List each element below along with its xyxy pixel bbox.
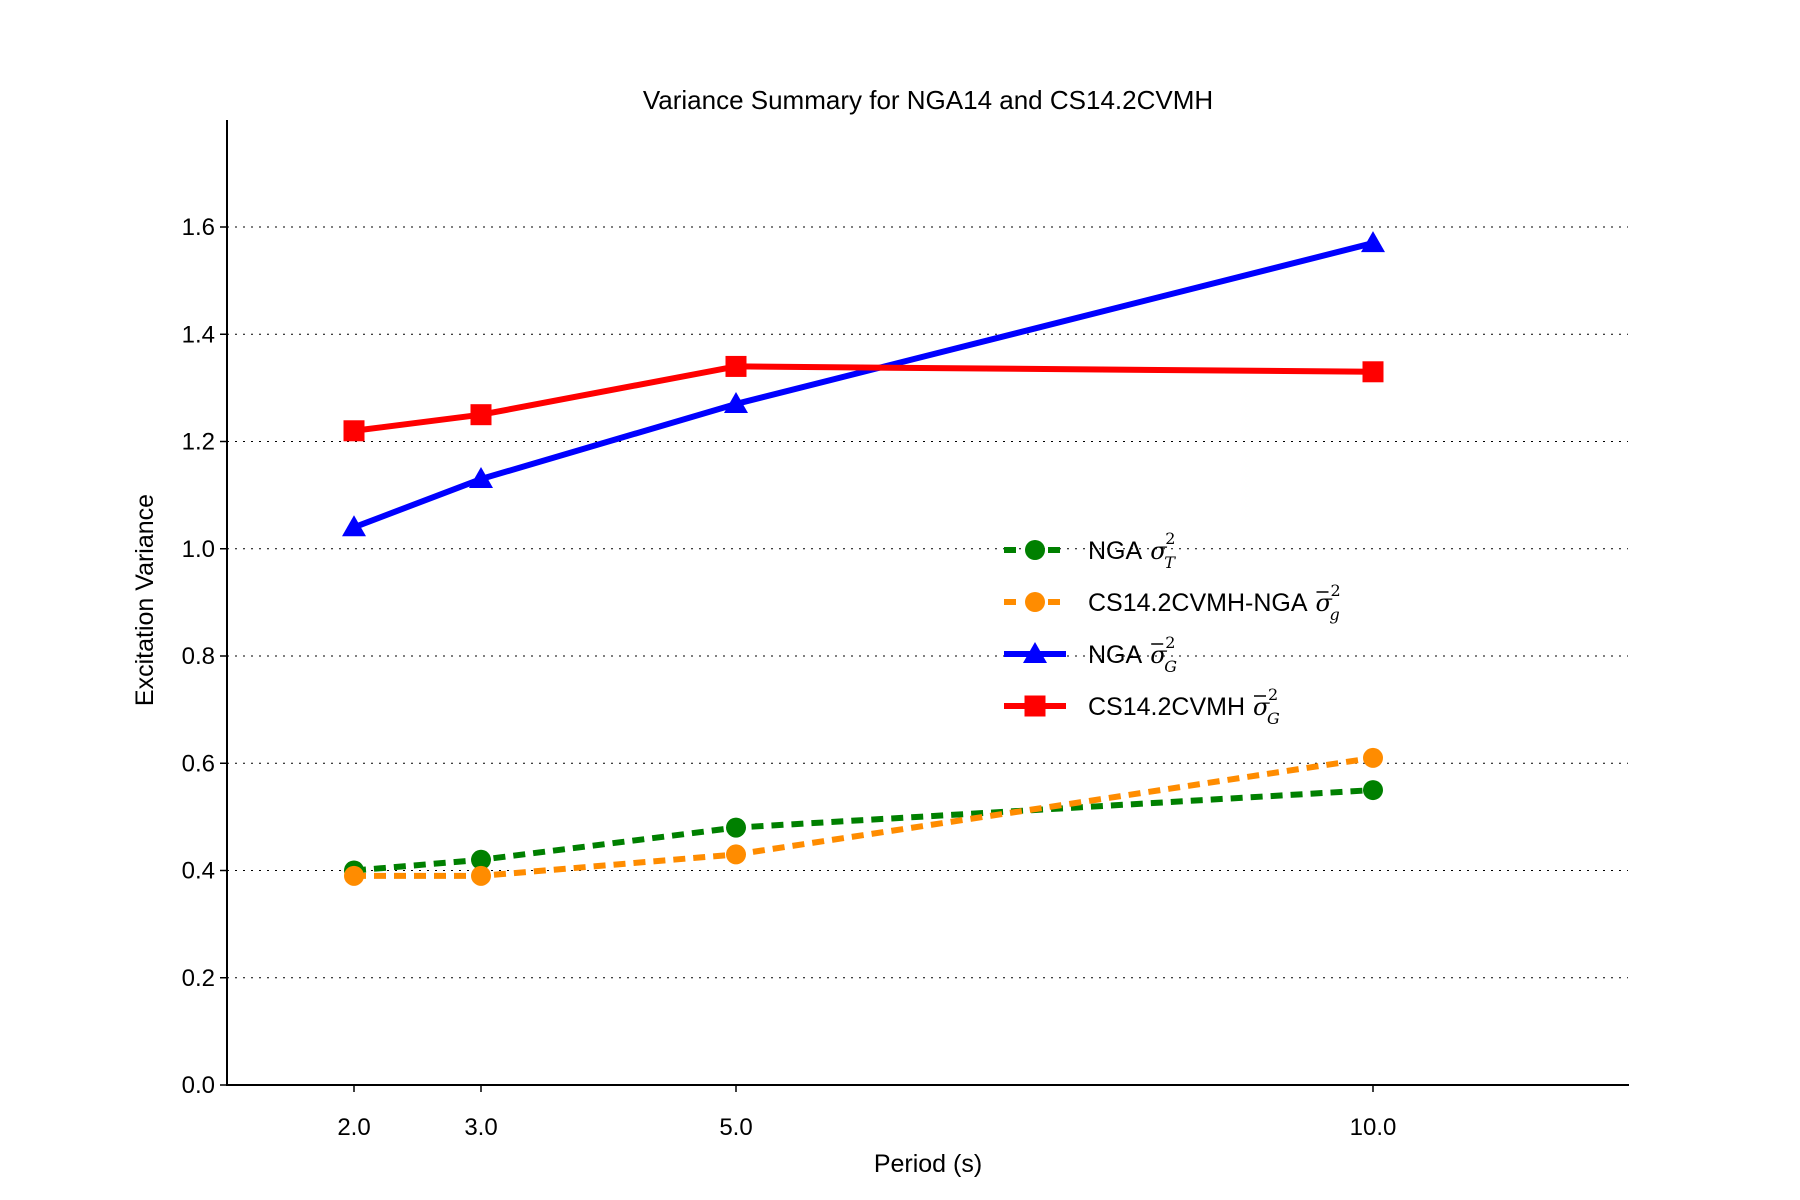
legend-superscript: 2 [1268,685,1278,704]
y-tick-label: 0.4 [182,858,215,885]
legend-symbol: σ [1253,693,1270,721]
y-tick-label: 1.0 [182,536,215,563]
y-axis-title: Excitation Variance [131,494,159,706]
x-tick-label: 10.0 [1350,1114,1397,1141]
grid [227,226,1628,979]
legend-label: NGA [1088,537,1143,565]
x-ticks: 2.0 3.0 5.0 10.0 [337,1085,1396,1141]
x-tick-label: 3.0 [464,1114,497,1141]
legend-superscript: 2 [1165,633,1175,652]
series-2 [342,231,1385,537]
data-point [1363,747,1383,768]
series-line [353,787,1374,874]
series-line [352,240,1374,531]
axes [226,120,1629,1086]
y-tick-label: 1.6 [182,214,215,241]
legend-marker-icon [1023,642,1047,663]
legend-subscript: G [1164,657,1177,676]
legend-symbol: σ [1316,589,1333,617]
legend-superscript: 2 [1331,581,1341,600]
legend-symbol: σ [1150,537,1167,565]
y-ticks: 0.0 0.2 0.4 0.6 0.8 1.0 1.2 1.4 1.6 [182,214,227,1099]
chart-title: Variance Summary for NGA14 and CS14.2CVM… [643,85,1213,115]
data-point [725,355,747,377]
legend-superscript: 2 [1165,529,1175,548]
legend-subscript: g [1330,605,1340,624]
legend-label: CS14.2CVMH-NGA [1088,589,1308,617]
data-point [469,467,493,489]
legend-label: NGA [1088,641,1143,669]
data-point [471,849,491,870]
data-point [471,865,491,886]
legend-subscript: T [1164,553,1176,572]
data-point [342,515,366,537]
series-line [354,754,1374,879]
data-point [724,391,748,413]
legend-item-2: NGA σ2 G [1004,633,1177,676]
data-point [470,404,492,426]
data-point [726,817,746,838]
data-point [726,844,746,865]
x-axis-title: Period (s) [874,1150,982,1178]
legend-subscript: G [1267,709,1280,728]
data-point [344,865,364,886]
legend-label: CS14.2CVMH [1088,693,1245,721]
y-tick-label: 0.6 [182,750,215,777]
data-point [1362,361,1384,383]
data-point [1361,231,1385,253]
series-3 [343,355,1384,442]
y-tick-label: 1.4 [182,321,215,348]
legend-marker-icon [1025,592,1045,612]
legend-marker-icon [1024,695,1046,717]
legend-marker-icon [1025,540,1045,560]
y-tick-label: 1.2 [182,429,215,456]
data-point [1363,780,1383,801]
data-point [343,420,365,442]
y-tick-label: 0.0 [182,1072,215,1099]
series-0 [344,780,1383,881]
legend-symbol: σ [1150,641,1167,669]
y-tick-label: 0.2 [182,965,215,992]
series-line [353,363,1374,434]
x-tick-label: 5.0 [719,1114,752,1141]
y-tick-label: 0.8 [182,643,215,670]
legend-item-1: CS14.2CVMH-NGA σ2 g [1004,581,1341,624]
legend-item-0: NGA σ2 T [1004,529,1176,572]
legend-item-3: CS14.2CVMH σ2 G [1004,685,1280,728]
series-1 [344,747,1383,886]
series-group [342,231,1385,886]
x-tick-label: 2.0 [337,1114,370,1141]
